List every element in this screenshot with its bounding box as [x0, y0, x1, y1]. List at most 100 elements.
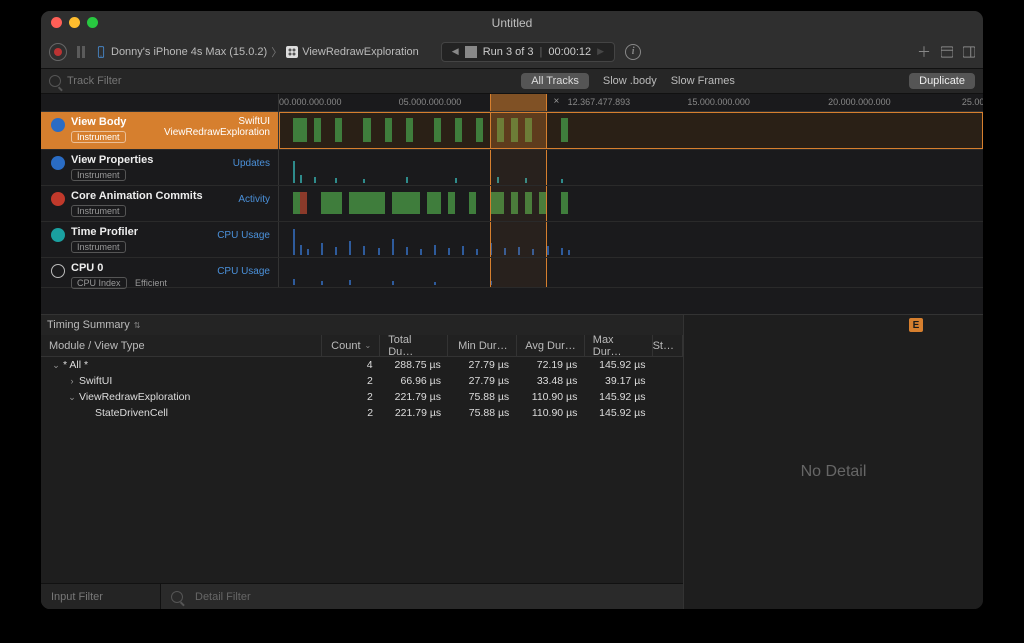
track-cpu-0[interactable]: CPU 0CPU Index EfficientCPU Usage — [41, 258, 983, 288]
activity-bar[interactable] — [392, 192, 420, 214]
run-selector[interactable]: ◀ Run 3 of 3 | 00:00:12 ▶ — [441, 42, 615, 62]
table-body: ⌄* All *4288.75 µs27.79 µs72.19 µs145.92… — [41, 357, 683, 583]
column-header[interactable]: Max Dur… — [585, 335, 653, 356]
activity-bar[interactable] — [434, 118, 441, 142]
track-right-sublabel[interactable]: CPU Usage — [217, 266, 270, 277]
time-ruler[interactable]: 00.000.000.00005.000.000.00012.367.477.8… — [41, 94, 983, 112]
track-lane[interactable] — [279, 112, 983, 149]
activity-bar[interactable] — [455, 118, 462, 142]
segment-all-tracks[interactable]: All Tracks — [521, 73, 589, 89]
track-lane[interactable] — [279, 222, 983, 257]
activity-bar[interactable] — [293, 192, 300, 214]
updown-icon: ⇅ — [134, 321, 141, 330]
activity-bar[interactable] — [539, 192, 546, 214]
pause-button[interactable] — [77, 46, 85, 58]
table-row[interactable]: ⌄* All *4288.75 µs27.79 µs72.19 µs145.92… — [41, 357, 683, 373]
ruler-tick: 25.000.000.000 — [962, 97, 983, 107]
cell: 27.79 µs — [449, 359, 517, 371]
activity-bar[interactable] — [448, 192, 455, 214]
activity-bar[interactable] — [385, 118, 392, 142]
column-header[interactable]: St… — [653, 335, 683, 356]
activity-bar[interactable] — [300, 192, 307, 214]
detail-view-selector[interactable]: Timing Summary ⇅ — [41, 315, 683, 335]
track-core-animation[interactable]: Core Animation CommitsInstrumentActivity — [41, 186, 983, 222]
close-window-button[interactable] — [51, 17, 62, 28]
activity-bar[interactable] — [349, 192, 384, 214]
activity-bar[interactable] — [525, 118, 532, 142]
zoom-window-button[interactable] — [87, 17, 98, 28]
track-header[interactable]: Time ProfilerInstrumentCPU Usage — [41, 222, 279, 257]
activity-bar[interactable] — [476, 118, 483, 142]
disclosure-icon[interactable]: ⌄ — [67, 392, 77, 403]
run-next-icon[interactable]: ▶ — [597, 46, 604, 57]
activity-bar[interactable] — [314, 118, 321, 142]
cell: 4 — [322, 359, 381, 371]
info-button[interactable]: i — [625, 44, 641, 60]
track-header[interactable]: CPU 0CPU Index EfficientCPU Usage — [41, 258, 279, 287]
activity-bar[interactable] — [497, 118, 504, 142]
run-prev-icon[interactable]: ◀ — [452, 46, 459, 57]
add-button[interactable]: ＋ — [917, 42, 931, 62]
segment-slow-body[interactable]: Slow .body — [603, 75, 657, 87]
activity-bar[interactable] — [511, 118, 518, 142]
time-selection-handle[interactable] — [490, 94, 546, 111]
table-row[interactable]: ›SwiftUI266.96 µs27.79 µs33.48 µs39.17 µ… — [41, 373, 683, 389]
filter-bar: All Tracks Slow .body Slow Frames Duplic… — [41, 69, 983, 94]
extended-detail-badge[interactable]: E — [909, 318, 923, 332]
activity-bar[interactable] — [490, 192, 504, 214]
spike — [406, 177, 408, 183]
column-header[interactable]: Module / View Type — [41, 335, 322, 356]
track-right-sublabel[interactable]: CPU Usage — [217, 230, 270, 241]
activity-bar[interactable] — [561, 192, 568, 214]
table-row[interactable]: ⌄ViewRedrawExploration2221.79 µs75.88 µs… — [41, 389, 683, 405]
target-breadcrumb[interactable]: Donny's iPhone 4s Max (15.0.2) 〉 ViewRed… — [95, 44, 419, 60]
track-view-properties[interactable]: View PropertiesInstrumentUpdates — [41, 150, 983, 186]
activity-bar[interactable] — [363, 118, 370, 142]
track-lane[interactable] — [279, 150, 983, 185]
activity-bar[interactable] — [511, 192, 518, 214]
detail-filter[interactable]: Detail Filter — [161, 591, 261, 603]
spike — [455, 178, 457, 183]
track-title: View Body — [71, 116, 158, 128]
track-view-body[interactable]: View BodyInstrumentSwiftUIViewRedrawExpl… — [41, 112, 983, 150]
activity-bar[interactable] — [561, 118, 568, 142]
track-lane[interactable] — [279, 186, 983, 221]
input-filter[interactable]: Input Filter — [41, 584, 161, 609]
disclosure-icon[interactable]: › — [67, 376, 77, 386]
panels-button[interactable] — [963, 46, 975, 58]
track-lane[interactable] — [279, 258, 983, 287]
activity-bar[interactable] — [406, 118, 413, 142]
titlebar[interactable]: Untitled — [41, 11, 983, 35]
disclosure-icon[interactable]: ⌄ — [51, 360, 61, 371]
activity-bar[interactable] — [469, 192, 476, 214]
record-button[interactable] — [49, 43, 67, 61]
track-header[interactable]: View BodyInstrumentSwiftUIViewRedrawExpl… — [41, 112, 279, 149]
activity-bar[interactable] — [335, 118, 342, 142]
column-header[interactable]: Total Du… — [380, 335, 448, 356]
duplicate-button[interactable]: Duplicate — [909, 73, 975, 89]
activity-bar[interactable] — [427, 192, 441, 214]
activity-bar[interactable] — [321, 192, 342, 214]
track-filter-input[interactable] — [67, 75, 347, 87]
minimize-window-button[interactable] — [69, 17, 80, 28]
activity-bar[interactable] — [293, 118, 307, 142]
clear-selection-button[interactable]: × — [554, 96, 560, 107]
run-sep: | — [539, 46, 542, 58]
segment-slow-frames[interactable]: Slow Frames — [671, 75, 735, 87]
track-header[interactable]: View PropertiesInstrumentUpdates — [41, 150, 279, 185]
track-header[interactable]: Core Animation CommitsInstrumentActivity — [41, 186, 279, 221]
library-button[interactable] — [941, 46, 953, 58]
activity-bar[interactable] — [525, 192, 532, 214]
track-right-sublabel[interactable]: Activity — [238, 194, 270, 205]
column-header[interactable]: Count⌄ — [322, 335, 381, 356]
spike — [378, 248, 380, 255]
track-badge-icon — [51, 228, 65, 242]
track-time-profiler[interactable]: Time ProfilerInstrumentCPU Usage — [41, 222, 983, 258]
track-subpill: Efficient — [133, 278, 167, 288]
track-right-sublabel[interactable]: Updates — [233, 158, 270, 169]
table-row[interactable]: StateDrivenCell2221.79 µs75.88 µs110.90 … — [41, 405, 683, 421]
spike — [349, 241, 351, 255]
column-header[interactable]: Avg Dur… — [517, 335, 585, 356]
spike — [335, 178, 337, 183]
column-header[interactable]: Min Dur… — [448, 335, 516, 356]
